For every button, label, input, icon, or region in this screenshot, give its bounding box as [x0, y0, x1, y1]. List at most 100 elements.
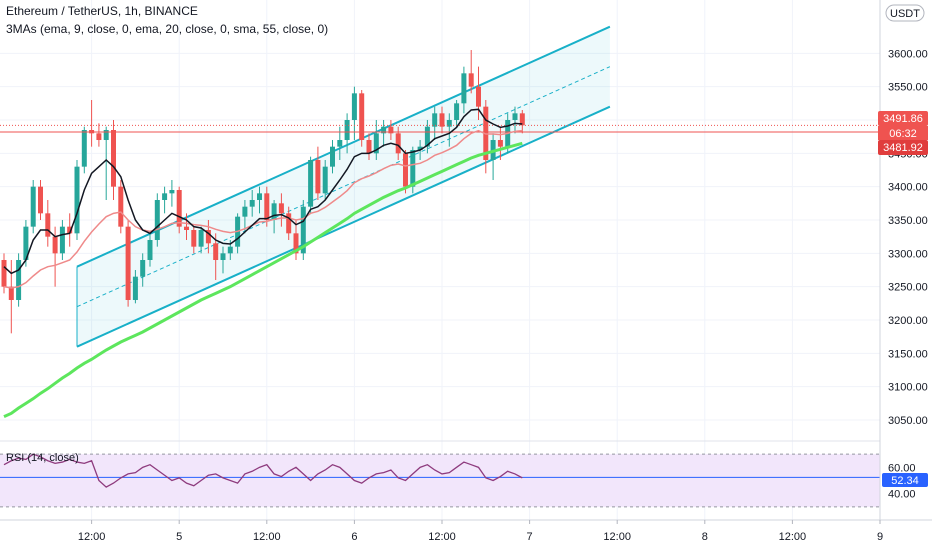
candle-body [147, 240, 153, 260]
candle-body [410, 150, 416, 187]
rsi-value-label: 52.34 [891, 475, 919, 487]
candle-body [38, 186, 43, 214]
candle-body [23, 226, 29, 260]
candle-body [322, 166, 328, 194]
ema9-line [3, 108, 523, 275]
time-tick-label: 12:00 [603, 531, 631, 543]
candle-body [432, 113, 438, 127]
price-tick-label: 3300.00 [888, 248, 928, 260]
price-tick-label: 3250.00 [888, 282, 928, 294]
price-tick-label: 3200.00 [888, 315, 928, 327]
price-tick-label: 3100.00 [888, 382, 928, 394]
price-badges: 3491.86 06:32 3481.92 52.34 USDT [878, 4, 928, 487]
candle-body [59, 226, 65, 254]
chart-title: Ethereum / TetherUS, 1h, BINANCE [6, 4, 198, 18]
rsi-legend[interactable]: RSI (14, close) [6, 452, 79, 464]
rsi-tick-label: 60.00 [888, 462, 916, 474]
indicator-legend[interactable]: 3MAs (ema, 9, close, 0, ema, 20, close, … [6, 22, 329, 36]
candle-body [1, 260, 7, 287]
candle-body [227, 246, 233, 254]
time-tick-label: 12:00 [428, 531, 456, 543]
currency-label[interactable]: USDT [890, 8, 920, 20]
last-price-label: 3491.86 [883, 113, 923, 125]
rsi-value-badge [882, 473, 928, 487]
candle-body [205, 230, 211, 244]
last-price-badge [878, 111, 928, 126]
candle-body [424, 126, 430, 147]
rsi-panel [0, 440, 880, 508]
candle-body [278, 203, 284, 214]
price-tick-label: 3400.00 [888, 182, 928, 194]
ema20-line [3, 129, 523, 289]
candle-body [125, 226, 131, 300]
candle-body [257, 193, 262, 200]
candle-body [111, 130, 116, 187]
candle-body [417, 146, 423, 150]
time-tick-label: 12:00 [779, 531, 807, 543]
price-tick-label: 3550.00 [888, 82, 928, 94]
candle-body [220, 253, 226, 260]
price-tick-label: 3350.00 [888, 215, 928, 227]
candle-body [446, 120, 452, 127]
candle-body [344, 120, 350, 140]
candle-body [8, 286, 14, 300]
candle-body [395, 133, 401, 154]
candle-body [468, 73, 474, 87]
rsi-tick-label: 40.00 [888, 489, 916, 501]
candle-body [154, 200, 160, 240]
time-tick-label: 5 [176, 531, 182, 543]
candle-body [30, 186, 36, 227]
candle-body [403, 153, 408, 187]
candle-body [330, 146, 335, 167]
price-tick-label: 3150.00 [888, 348, 928, 360]
rsi-band [0, 454, 880, 507]
candle-body [454, 103, 460, 120]
candle-body [191, 230, 197, 247]
currency-button[interactable] [885, 4, 925, 22]
candle-body [52, 236, 58, 254]
time-tick-label: 12:00 [253, 531, 281, 543]
countdown-label: 06:32 [889, 128, 917, 140]
candle-body [132, 276, 138, 300]
candle-body [366, 140, 372, 154]
moving-averages [3, 108, 523, 419]
candle-body [16, 260, 22, 300]
candle-body [169, 190, 175, 194]
candle-body [286, 213, 292, 234]
countdown-badge [878, 126, 928, 140]
candle-body [198, 230, 204, 247]
candle-body [162, 193, 168, 200]
candle-body [45, 213, 51, 237]
sma55-line [3, 141, 523, 419]
time-tick-label: 8 [702, 531, 708, 543]
ref-price-badge [878, 140, 928, 155]
candle-body [103, 130, 109, 140]
candle-body [176, 190, 182, 227]
price-tick-label: 3600.00 [888, 48, 928, 60]
price-tick-label: 3050.00 [888, 415, 928, 427]
candle-body [300, 206, 306, 254]
candle-body [351, 93, 357, 120]
candle-body [381, 126, 387, 134]
candle-body [337, 140, 343, 147]
time-tick-label: 12:00 [78, 531, 106, 543]
time-tick-label: 7 [527, 531, 533, 543]
candle-body [74, 166, 80, 234]
candle-body [118, 186, 124, 227]
candle-body [461, 73, 467, 104]
candle-body [81, 130, 87, 167]
candle-body [512, 113, 518, 120]
candle-body [140, 260, 146, 277]
candle-body [315, 160, 321, 194]
candle-body [264, 193, 270, 220]
time-tick-label: 6 [351, 531, 357, 543]
candle-body [439, 113, 445, 127]
candle-body [293, 233, 299, 254]
ref-price-label: 3481.92 [883, 142, 923, 154]
candle-body [308, 160, 314, 207]
candle-body [213, 243, 219, 260]
candle-body [242, 206, 248, 217]
candle-body [249, 200, 255, 207]
